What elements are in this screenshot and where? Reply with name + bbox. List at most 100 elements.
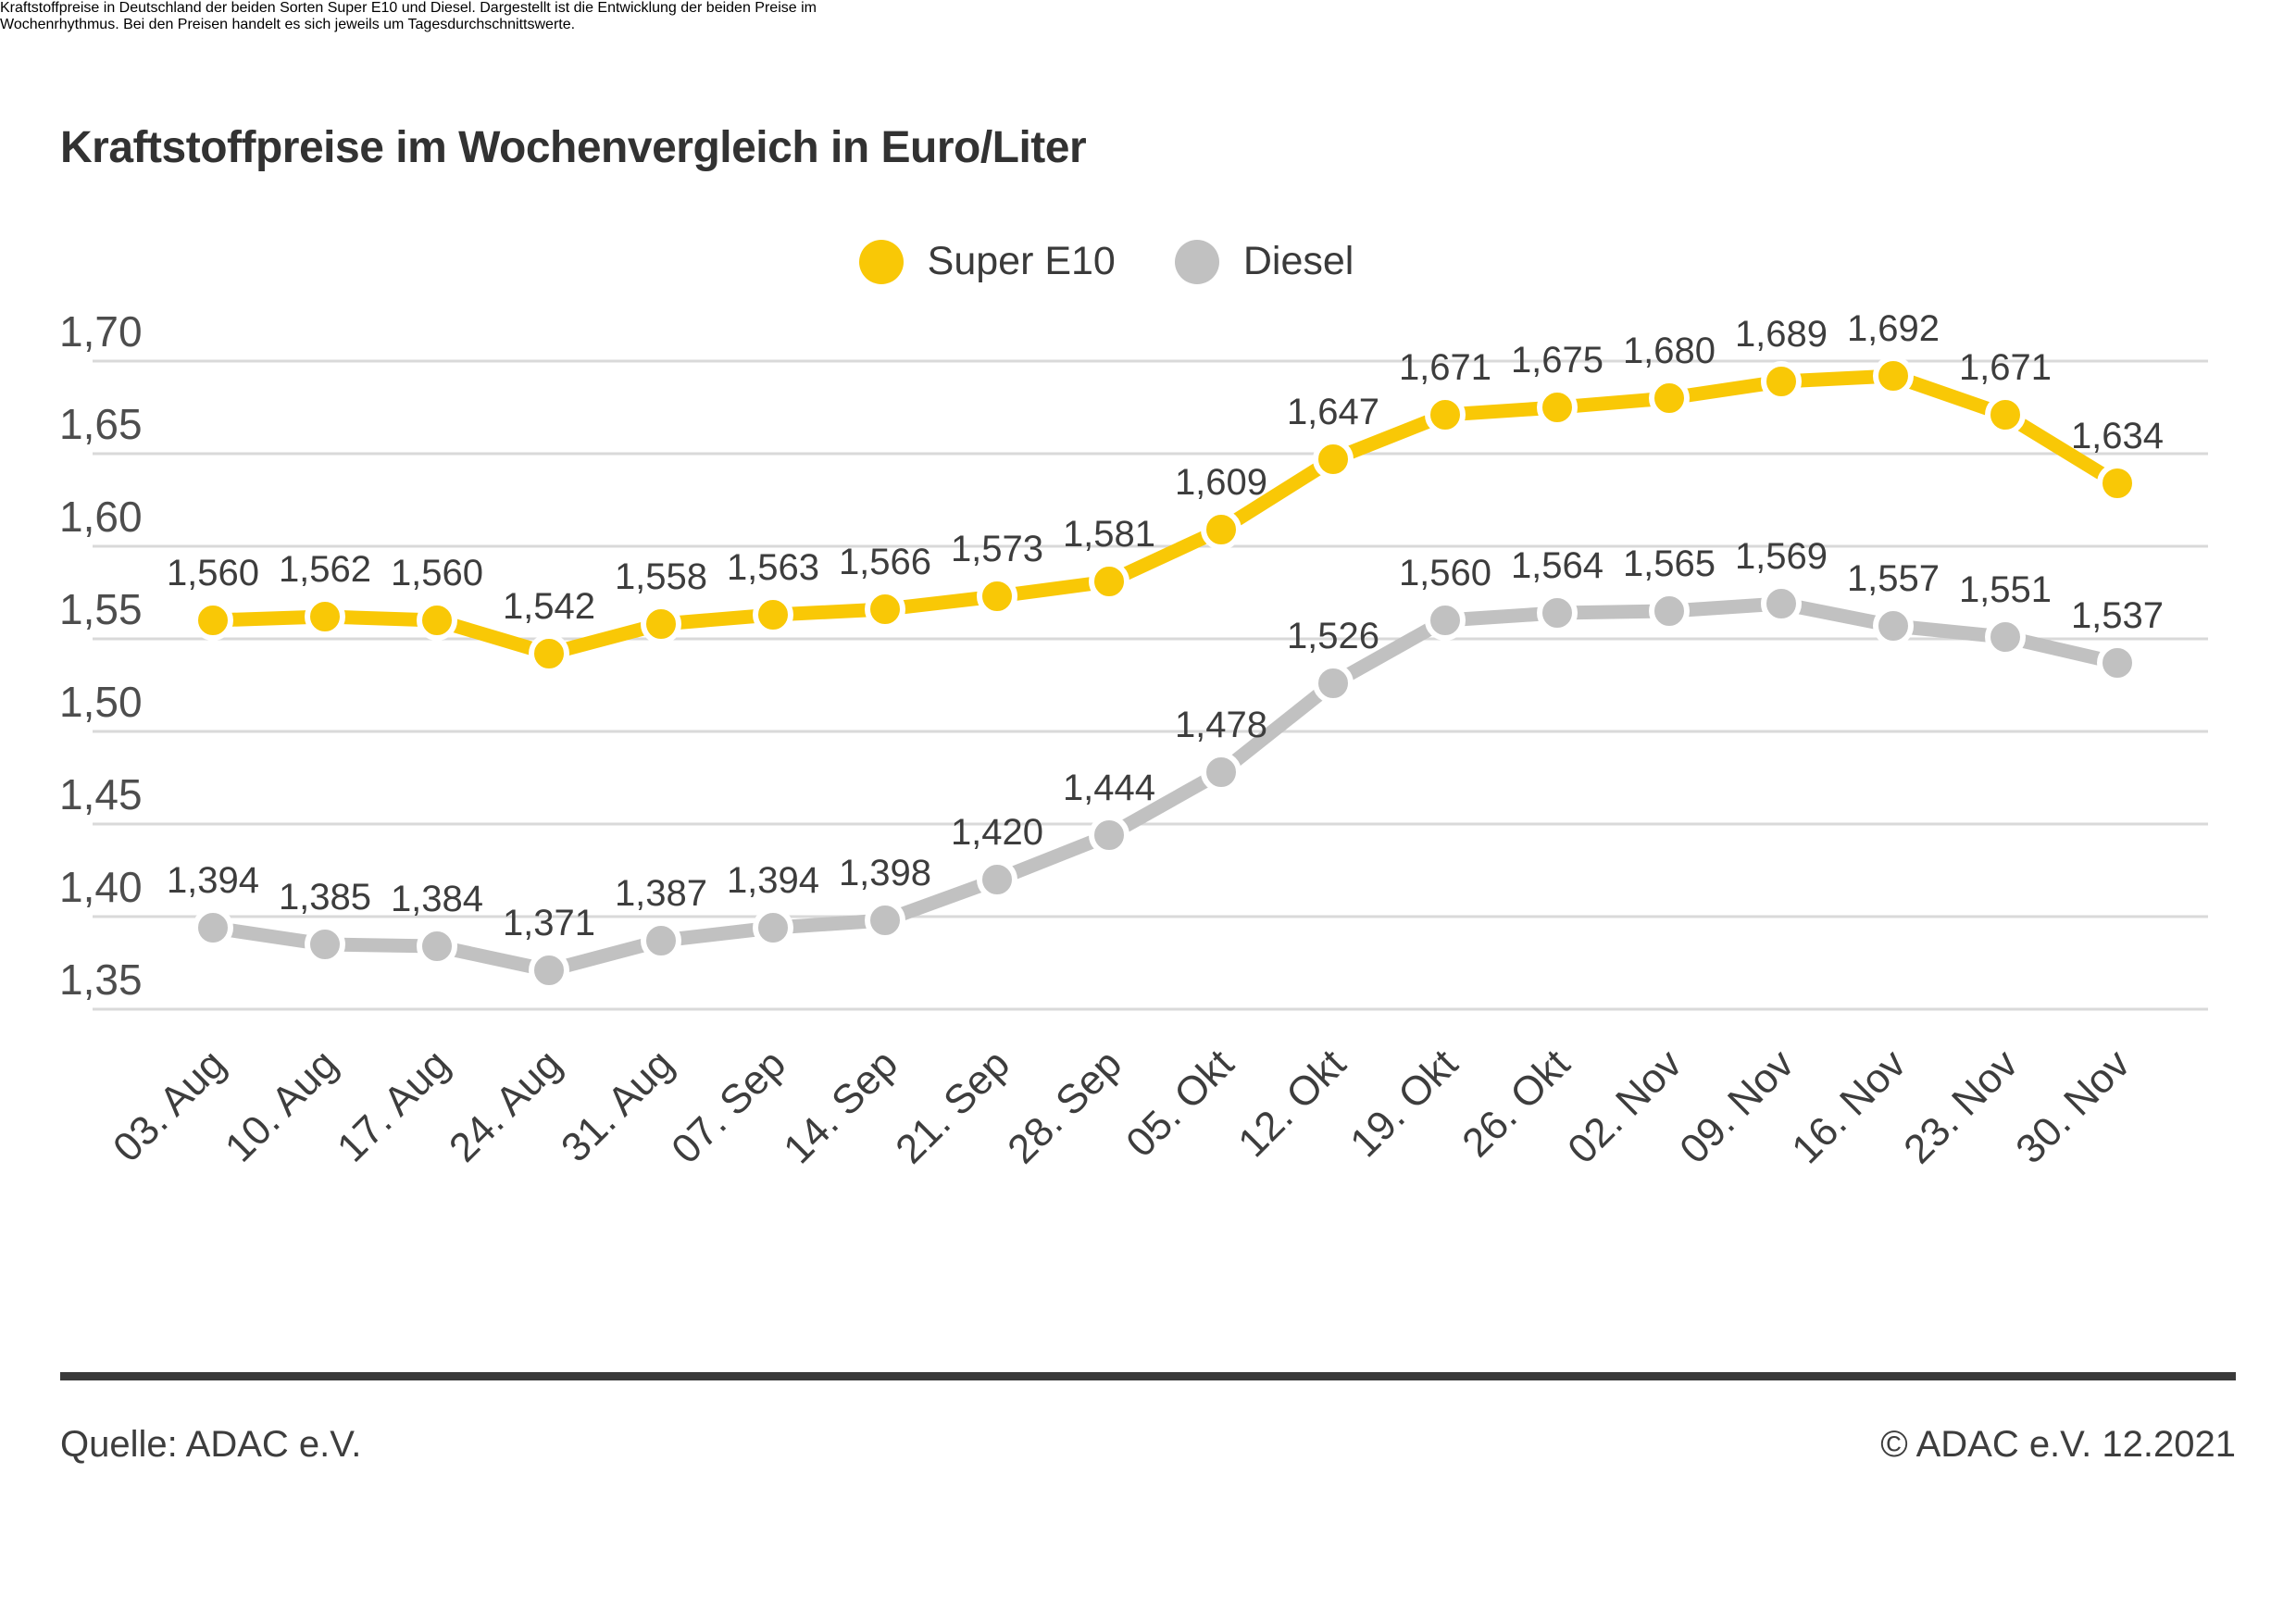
diesel-data-point-marker: [1761, 583, 1802, 624]
x-tick-label: 12. Okt: [1229, 1041, 1354, 1166]
super-e10-data-point-label: 1,647: [1287, 392, 1379, 432]
y-tick-label: 1,50: [59, 678, 143, 726]
super-e10-data-point-marker: [2097, 463, 2138, 504]
x-tick-label: 07. Sep: [663, 1041, 794, 1172]
super-e10-data-point-marker: [1313, 439, 1354, 480]
super-e10-data-point-label: 1,581: [1063, 514, 1155, 555]
diesel-data-point-marker: [417, 926, 457, 967]
super-e10-data-point-label: 1,689: [1735, 314, 1828, 355]
super-e10-data-point-label: 1,692: [1847, 308, 1940, 349]
diesel-data-point-label: 1,526: [1287, 616, 1379, 656]
y-tick-label: 1,60: [59, 493, 143, 541]
diesel-data-point-label: 1,394: [727, 860, 819, 901]
copyright-label: © ADAC e.V. 12.2021: [1880, 1424, 2236, 1465]
super-e10-data-point-marker: [865, 589, 905, 630]
super-e10-data-point-marker: [1537, 387, 1578, 428]
x-tick-label: 30. Nov: [2007, 1041, 2139, 1172]
legend-label-super-e10: Super E10: [927, 239, 1116, 283]
diesel-data-point-marker: [193, 907, 233, 948]
super-e10-data-point-label: 1,573: [951, 529, 1043, 569]
super-e10-data-point-marker: [1985, 394, 2026, 435]
super-e10-data-point-marker: [977, 576, 1017, 617]
diesel-data-point-label: 1,394: [167, 860, 259, 901]
super-e10-data-point-label: 1,609: [1175, 462, 1267, 503]
diesel-data-point-marker: [753, 907, 793, 948]
super-e10-data-point-marker: [753, 594, 793, 635]
diesel-data-point-marker: [1985, 617, 2026, 657]
y-tick-label: 1,35: [59, 955, 143, 1004]
super-e10-data-point-marker: [1873, 356, 1914, 396]
super-e10-data-point-marker: [641, 604, 681, 644]
diesel-data-point-marker: [977, 859, 1017, 900]
diesel-data-point-marker: [2097, 643, 2138, 683]
super-e10-data-point-label: 1,566: [839, 542, 931, 582]
super-e10-data-point-label: 1,634: [2071, 416, 2164, 456]
y-tick-label: 1,65: [59, 400, 143, 448]
diesel-data-point-label: 1,565: [1623, 543, 1716, 584]
legend-item-super-e10: Super E10: [858, 239, 1116, 284]
legend-label-diesel: Diesel: [1242, 239, 1354, 283]
diesel-data-point-marker: [305, 924, 345, 965]
super-e10-data-point-label: 1,675: [1511, 340, 1603, 381]
diesel-data-point-label: 1,557: [1847, 558, 1940, 599]
super-e10-data-point-label: 1,562: [279, 549, 371, 590]
diesel-data-point-label: 1,478: [1175, 705, 1267, 745]
diesel-data-point-marker: [1873, 606, 1914, 646]
super-e10-data-point-label: 1,680: [1623, 331, 1716, 371]
super-e10-data-point-label: 1,542: [503, 586, 595, 627]
diesel-data-point-label: 1,569: [1735, 536, 1828, 577]
caption-line-1: Kraftstoffpreise in Deutschland der beid…: [0, 0, 817, 16]
x-tick-label: 03. Aug: [105, 1041, 234, 1170]
super-e10-data-point-marker: [1201, 509, 1242, 550]
super-e10-data-point-marker: [417, 600, 457, 641]
super-e10-data-point-label: 1,560: [391, 553, 483, 593]
diesel-data-point-marker: [1089, 815, 1129, 855]
legend-item-diesel: Diesel: [1174, 239, 1354, 284]
diesel-data-point-label: 1,537: [2071, 595, 2164, 636]
x-tick-label: 19. Okt: [1341, 1041, 1466, 1166]
diesel-data-point-label: 1,385: [279, 877, 371, 918]
footer-divider: [60, 1372, 2236, 1380]
x-tick-label: 09. Nov: [1671, 1041, 1803, 1172]
diesel-data-point-label: 1,551: [1959, 569, 2052, 610]
footer: Quelle: ADAC e.V. © ADAC e.V. 12.2021: [60, 1424, 2236, 1466]
super-e10-data-point-marker: [193, 600, 233, 641]
super-e10-data-point-label: 1,560: [167, 553, 259, 593]
x-tick-label: 24. Aug: [441, 1041, 570, 1170]
legend: Super E10 Diesel: [0, 239, 2254, 284]
y-tick-label: 1,55: [59, 585, 143, 633]
super-e10-data-point-label: 1,671: [1399, 347, 1491, 388]
diesel-data-point-marker: [1537, 593, 1578, 633]
super-e10-data-point-marker: [1649, 378, 1690, 418]
x-tick-label: 31. Aug: [553, 1041, 682, 1170]
super-e10-data-point-label: 1,671: [1959, 347, 2052, 388]
caption-line-2: Wochenrhythmus. Bei den Preisen handelt …: [0, 17, 576, 32]
diesel-data-point-label: 1,371: [503, 903, 595, 943]
x-tick-label: 23. Nov: [1895, 1041, 2027, 1172]
x-tick-label: 05. Okt: [1117, 1041, 1242, 1166]
y-tick-label: 1,45: [59, 770, 143, 818]
x-tick-label: 28. Sep: [999, 1041, 1130, 1172]
x-tick-label: 21. Sep: [887, 1041, 1018, 1172]
source-label: Quelle: ADAC e.V.: [60, 1424, 362, 1465]
x-tick-label: 14. Sep: [775, 1041, 906, 1172]
y-tick-label: 1,70: [59, 307, 143, 356]
super-e10-data-point-marker: [305, 596, 345, 637]
super-e10-dot-icon: [858, 239, 904, 284]
diesel-data-point-label: 1,384: [391, 879, 483, 919]
x-tick-label: 02. Nov: [1559, 1041, 1691, 1172]
diesel-data-point-label: 1,420: [951, 812, 1043, 853]
diesel-data-point-marker: [1649, 591, 1690, 631]
x-tick-label: 17. Aug: [329, 1041, 458, 1170]
diesel-data-point-marker: [1425, 600, 1466, 641]
diesel-data-point-marker: [1201, 752, 1242, 793]
super-e10-data-point-marker: [529, 633, 569, 674]
x-tick-label: 16. Nov: [1783, 1041, 1915, 1172]
x-tick-label: 26. Okt: [1454, 1041, 1578, 1166]
diesel-data-point-label: 1,564: [1511, 545, 1603, 586]
super-e10-data-point-label: 1,558: [615, 556, 707, 597]
diesel-data-point-label: 1,560: [1399, 553, 1491, 593]
diesel-data-point-marker: [641, 920, 681, 961]
